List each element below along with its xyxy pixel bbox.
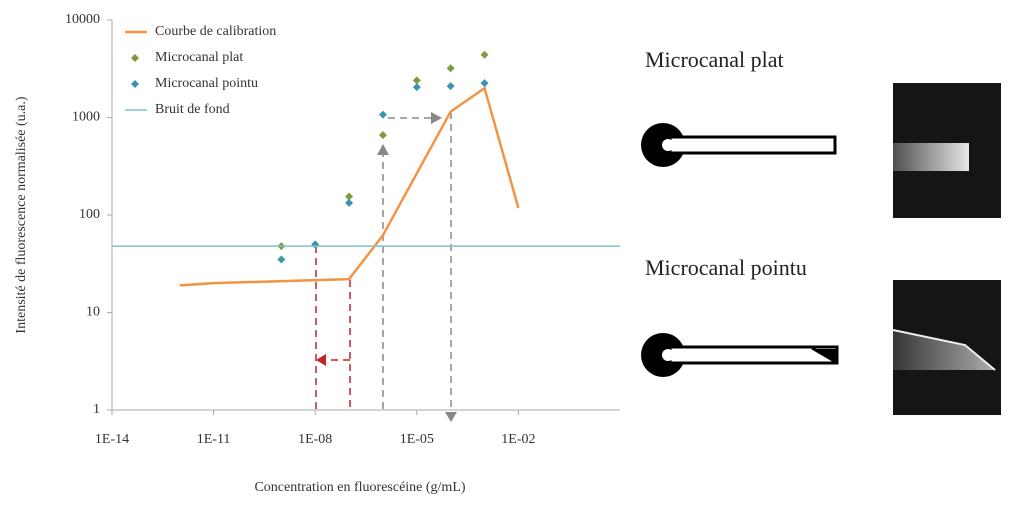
channel-flat: [641, 123, 837, 167]
calibration-line: [179, 86, 520, 287]
y-tick-label: 10000: [65, 12, 100, 27]
data-point: [446, 64, 455, 73]
data-point: [480, 79, 489, 88]
y-tick-label: 100: [79, 207, 100, 222]
data-point: [277, 255, 286, 264]
y-tick-label: 1000: [72, 110, 100, 125]
channel-pointed: [641, 333, 839, 377]
x-axis-label: Concentration en fluorescéine (g/mL): [254, 480, 465, 495]
x-tick-label: 1E-08: [298, 432, 332, 447]
diagram-label: Microcanal plat: [645, 47, 784, 72]
legend-swatch: [131, 54, 139, 62]
data-point: [311, 240, 320, 249]
data-point: [345, 198, 354, 207]
legend-label: Microcanal plat: [155, 50, 243, 65]
data-point: [412, 83, 421, 92]
x-tick-label: 1E-11: [197, 432, 231, 447]
annotations: [315, 112, 452, 412]
legend-label: Courbe de calibration: [155, 24, 276, 39]
diagram-label: Microcanal pointu: [645, 255, 807, 280]
x-tick-label: 1E-02: [501, 432, 535, 447]
data-point: [480, 50, 489, 59]
x-tick-label: 1E-05: [400, 432, 434, 447]
y-axis-label: Intensité de fluorescence normalisée (u.…: [14, 96, 29, 333]
micrograph-pointed: [892, 280, 1001, 415]
arrow-heads: [316, 112, 457, 422]
micrograph-flat: [893, 83, 1001, 218]
y-tick-label: 10: [86, 305, 100, 320]
data-point: [446, 82, 455, 91]
data-point: [412, 76, 421, 85]
legend-label: Bruit de fond: [155, 102, 230, 117]
legend-label: Microcanal pointu: [155, 76, 258, 91]
data-point: [378, 131, 387, 140]
data-point: [378, 110, 387, 119]
legend-swatch: [131, 80, 139, 88]
y-tick-label: 1: [93, 402, 100, 417]
x-tick-label: 1E-14: [95, 432, 129, 447]
data-point: [345, 192, 354, 201]
